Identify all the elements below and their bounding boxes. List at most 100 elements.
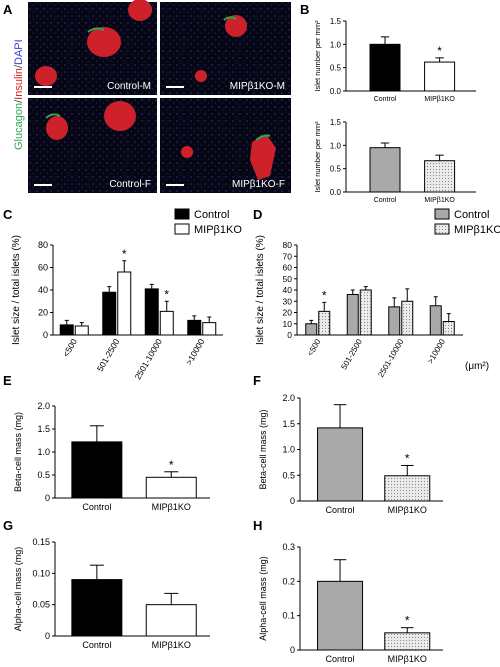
significance-star: * <box>122 247 127 261</box>
bar <box>369 43 401 92</box>
y-axis-label: Alpha-cell mass (mg) <box>13 547 23 632</box>
y-tick-label: 1.0 <box>37 447 50 457</box>
y-tick-label: 1.5 <box>330 118 342 127</box>
x-tick-label: 2501-10000 <box>376 337 405 379</box>
y-tick-label: 0 <box>287 330 292 340</box>
scale-bar <box>34 184 52 186</box>
y-tick-label: 50 <box>283 274 293 284</box>
y-tick-label: 0.0 <box>330 188 342 197</box>
y-axis-label: Beta-cell mass (mg) <box>258 409 268 489</box>
islet <box>225 15 247 37</box>
chart-h: 0 0.1 0.2 0.3 Alpha-cell mass (mg) Control * MI… <box>258 542 443 664</box>
y-tick-label: 0.5 <box>282 470 295 480</box>
bar <box>346 294 359 336</box>
bar <box>369 147 401 193</box>
y-tick-label: 0.1 <box>282 611 295 621</box>
y-tick-label: 60 <box>38 263 48 273</box>
y-tick-label: 40 <box>283 285 293 295</box>
x-tick-label: Control <box>374 96 397 103</box>
micrograph-tile: Control-F <box>28 98 157 193</box>
y-tick-label: 1.0 <box>330 141 342 150</box>
x-tick-label: Control <box>326 505 355 515</box>
significance-star: * <box>164 287 169 301</box>
micrograph-background <box>160 2 291 95</box>
x-tick-label: MIPβ1KO <box>152 502 191 512</box>
glucagon-signal <box>45 113 61 119</box>
significance-star: * <box>169 458 174 472</box>
y-tick-label: 0.5 <box>37 470 50 480</box>
unit-label: (μm²) <box>465 361 489 372</box>
micrograph-tile: MIPβ1KO-M <box>160 2 291 95</box>
glucagon-signal <box>223 16 237 21</box>
legend-label: MIPβ1KO <box>194 224 242 236</box>
stain-label-insulin: Insulin <box>13 68 25 100</box>
bar <box>71 579 123 637</box>
panel-letter-c: C <box>3 207 13 222</box>
y-tick-label: 2.0 <box>37 401 50 411</box>
y-tick-label: 30 <box>283 296 293 306</box>
legend-swatch <box>434 208 450 220</box>
scale-bar <box>166 184 184 186</box>
islet <box>46 116 68 140</box>
panel-a: A Glucagon/Insulin/DAPI Control-M MIPβ1K… <box>3 0 291 193</box>
bar <box>384 632 431 651</box>
x-tick-label: MIPβ1KO <box>388 505 427 515</box>
islet <box>128 0 152 21</box>
bar <box>202 322 217 336</box>
stain-label-sep1: / <box>13 99 25 103</box>
tile-label: MIPβ1KO-M <box>230 81 285 92</box>
y-axis-label: Alpha-cell mass (mg) <box>258 556 268 641</box>
stain-label-glucagon: Glucagon <box>13 103 25 150</box>
significance-star: * <box>322 288 327 302</box>
legend-label: MIPβ1KO <box>454 224 500 236</box>
bar <box>424 61 456 92</box>
scale-bar <box>34 86 52 88</box>
bar <box>359 289 372 336</box>
bar <box>305 323 318 336</box>
x-tick-label: MIPβ1KO <box>388 654 427 664</box>
x-tick-label: MIPβ1KO <box>152 640 191 650</box>
islet <box>87 27 121 57</box>
y-tick-label: 70 <box>283 251 293 261</box>
y-tick-label: 1.0 <box>282 445 295 455</box>
y-tick-label: 60 <box>283 263 293 273</box>
y-tick-label: 0.0 <box>330 87 342 96</box>
y-tick-label: 0 <box>290 496 295 506</box>
bar <box>384 475 431 502</box>
y-axis-label: Islet size / total islets (%) <box>255 235 266 345</box>
bar <box>318 310 331 336</box>
panel-letter-f: F <box>253 373 261 388</box>
bar <box>102 291 117 336</box>
y-tick-label: 0.5 <box>330 64 342 73</box>
y-tick-label: 1.0 <box>330 40 342 49</box>
x-tick-label: Control <box>82 502 111 512</box>
chart-c: 0 20 40 60 80 Islet size / total islets (%) <5… <box>11 208 242 381</box>
y-tick-label: 0 <box>45 493 50 503</box>
y-tick-label: 20 <box>38 308 48 318</box>
legend-swatch <box>434 223 450 235</box>
y-tick-label: 80 <box>38 240 48 250</box>
significance-star: * <box>405 451 410 465</box>
y-tick-label: 0.05 <box>32 600 50 610</box>
bar <box>144 288 159 336</box>
y-tick-label: 2.0 <box>282 393 295 403</box>
chart-b1: 0.0 0.5 1.0 1.5 Islet number per mm² Control *… <box>313 17 476 103</box>
x-tick-label: <500 <box>306 337 323 358</box>
stain-label: Glucagon/Insulin/DAPI <box>13 39 25 150</box>
legend-label: Control <box>194 209 229 221</box>
bar <box>187 319 202 336</box>
bar <box>424 160 456 193</box>
chart-g: 0 0.05 0.10 0.15 Alpha-cell mass (mg) Control… <box>13 537 210 650</box>
legend-swatch <box>174 208 190 220</box>
y-tick-label: 0 <box>290 645 295 655</box>
x-tick-label: 501-2500 <box>339 337 364 371</box>
bar <box>317 427 364 502</box>
y-tick-label: 1.5 <box>282 419 295 429</box>
y-tick-label: 0.2 <box>282 576 295 586</box>
y-axis-label: Islet number per mm² <box>313 121 322 193</box>
panel-letter-g: G <box>3 518 13 533</box>
y-tick-label: 0.3 <box>282 542 295 552</box>
bar <box>429 305 442 336</box>
stain-label-sep2: / <box>13 64 25 68</box>
